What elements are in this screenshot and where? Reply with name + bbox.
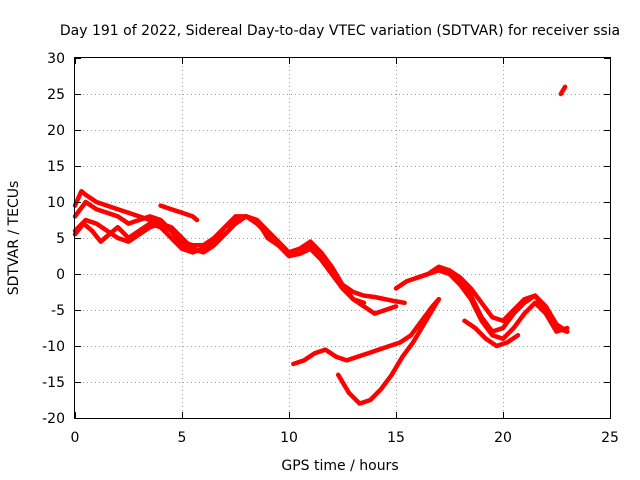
y-tick-label: -20: [42, 411, 65, 427]
x-tick-label: 10: [280, 430, 298, 446]
chart-title: Day 191 of 2022, Sidereal Day-to-day VTE…: [60, 23, 620, 39]
y-tick-label: -10: [42, 339, 65, 355]
x-tick-label: 0: [71, 430, 80, 446]
y-tick-label: 10: [47, 195, 65, 211]
series-lines: [72, 84, 570, 406]
grid-lines: [75, 58, 610, 418]
series-line-track-d: [72, 221, 195, 255]
x-tick-label: 15: [387, 430, 405, 446]
y-tick-label: -15: [42, 375, 65, 391]
y-tick-label: 5: [56, 231, 65, 247]
y-tick-label: 25: [47, 87, 65, 103]
plot-frame: [74, 57, 611, 419]
y-tick-label: 30: [47, 51, 65, 67]
series-line-track-a: [72, 188, 407, 306]
y-tick-label: 20: [47, 123, 65, 139]
series-line-track-i: [462, 318, 521, 349]
y-tick-label: -5: [51, 303, 65, 319]
series-line-track-j: [291, 296, 442, 367]
series-line-track-l: [558, 84, 568, 97]
x-tick-label: 20: [494, 430, 512, 446]
series-line-track-c: [72, 199, 367, 306]
series-line-track-h: [415, 268, 570, 342]
x-tick-label: 5: [178, 430, 187, 446]
y-tick-label: 0: [56, 267, 65, 283]
series-line-track-e: [158, 203, 200, 223]
y-axis-label: SDTVAR / TECUs: [6, 181, 22, 296]
axis-ticks: 0 5 10 15 20 25 -20 -15 -10 -5 0 5 10 15 20 25 30: [42, 51, 619, 446]
x-tick-label: 25: [601, 430, 619, 446]
series-line-track-k: [335, 296, 442, 406]
x-axis-label: GPS time / hours: [281, 458, 398, 474]
y-tick-label: 15: [47, 159, 65, 175]
